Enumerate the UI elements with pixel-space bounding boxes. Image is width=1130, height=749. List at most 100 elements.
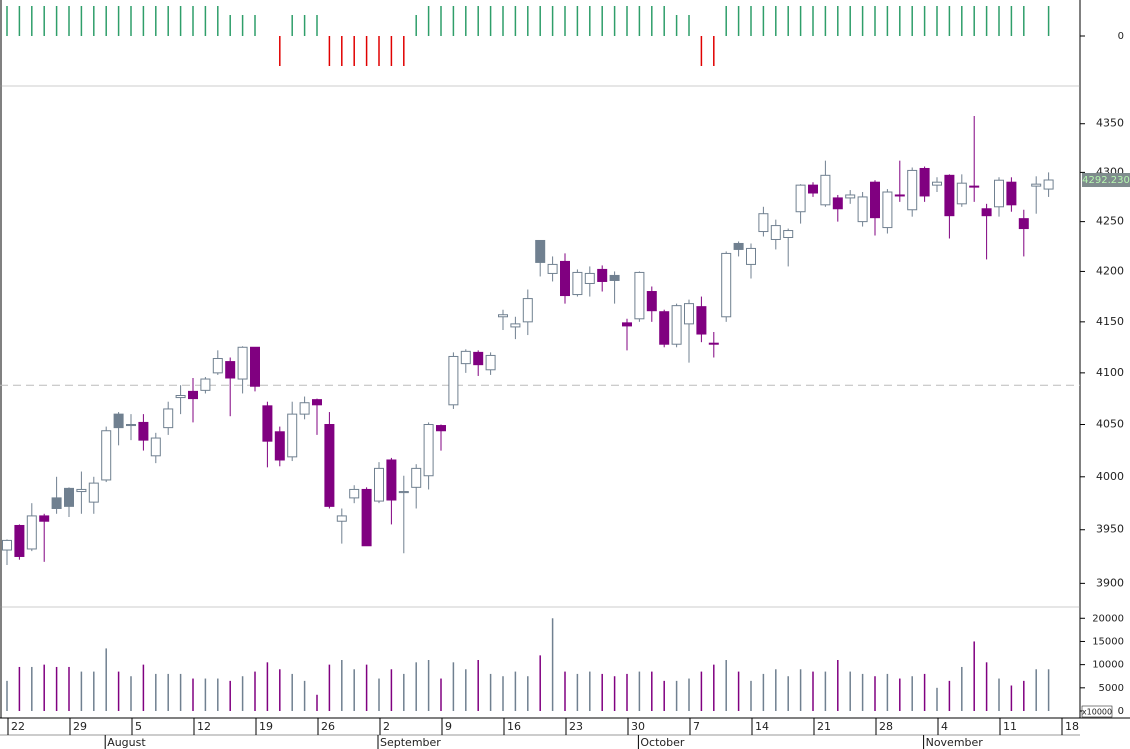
volume-bar	[55, 666, 58, 711]
signal-bar	[837, 6, 839, 36]
candle-body	[448, 355, 459, 406]
y-tick-label: 0	[1118, 31, 1124, 42]
volume-bar	[155, 673, 157, 711]
signal-bar	[502, 6, 504, 36]
signal-bar	[415, 15, 417, 36]
signal-bar	[117, 6, 120, 36]
candle-body	[138, 421, 149, 441]
signal-bar	[353, 36, 355, 66]
signal-bar	[427, 6, 430, 36]
signal-bar	[217, 6, 219, 36]
candle-body	[126, 424, 136, 427]
candle-body	[386, 459, 397, 501]
volume-bar	[1010, 685, 1013, 711]
signal-bar	[514, 6, 517, 36]
signal-bar	[923, 6, 926, 36]
y-tick-label: 5000	[1099, 683, 1124, 694]
candle-body	[758, 213, 769, 233]
volume-bar	[663, 680, 665, 711]
volume-bar	[142, 664, 145, 711]
volume-bar	[861, 673, 864, 711]
signal-bar	[849, 6, 851, 36]
signal-bar	[861, 6, 864, 36]
volume-bar	[651, 671, 653, 711]
signal-bar	[179, 6, 182, 36]
x-tick-label: 11	[1003, 720, 1017, 733]
volume-bar	[923, 673, 926, 711]
candle-body	[498, 314, 508, 318]
signal-bar	[576, 6, 579, 36]
signal-bar	[378, 36, 380, 66]
candle-body	[820, 174, 831, 206]
candle-body	[783, 230, 794, 238]
x-tick-label: 5	[135, 720, 142, 733]
signal-bar	[18, 6, 21, 36]
signal-bar	[155, 6, 157, 36]
volume-bar	[713, 664, 715, 711]
candle-body	[150, 437, 161, 457]
signal-bar	[750, 6, 752, 36]
candle-body	[659, 311, 670, 345]
candle-body	[572, 271, 583, 296]
signal-bar	[737, 6, 740, 36]
volume-bar	[564, 671, 566, 711]
candle-body	[522, 298, 533, 323]
volume-bar	[750, 680, 752, 711]
candle-body	[26, 515, 37, 550]
month-label: October	[640, 736, 684, 749]
volume-bar	[961, 666, 963, 711]
candle-body	[188, 390, 198, 400]
candle-body	[485, 354, 496, 371]
volume-bar	[539, 655, 541, 711]
signal-bar	[68, 6, 70, 36]
signal-bar	[130, 6, 132, 36]
signal-bar	[489, 6, 492, 36]
y-tick-label: 15000	[1092, 636, 1124, 647]
signal-bar	[700, 36, 703, 66]
last-price-tag	[1082, 173, 1130, 188]
candle-body	[1006, 181, 1017, 206]
candle-body	[460, 350, 471, 365]
volume-bar	[812, 671, 814, 711]
candle-body	[832, 197, 843, 210]
candle-body	[770, 225, 781, 240]
candle-body	[894, 194, 905, 197]
signal-bar	[824, 6, 827, 36]
signal-bar	[762, 6, 765, 36]
candle-body	[88, 482, 99, 503]
candle-body	[374, 467, 384, 502]
signal-bar	[229, 15, 231, 36]
candle-body	[882, 191, 893, 229]
candle-body	[870, 181, 880, 219]
signal-bar	[105, 6, 107, 36]
candle-body	[312, 399, 322, 406]
volume-bar	[725, 660, 727, 711]
candle-body	[584, 272, 595, 284]
volume-bar	[886, 673, 889, 711]
signal-bar	[6, 6, 8, 36]
signal-bar	[961, 6, 963, 36]
volume-bar	[105, 648, 107, 711]
signal-bar	[43, 6, 45, 36]
signal-bar	[1047, 6, 1050, 36]
signal-bar	[527, 6, 529, 36]
y-tick-label: 4100	[1096, 366, 1124, 379]
signal-bar	[911, 6, 913, 36]
candle-body	[200, 378, 211, 391]
volume-bar	[316, 694, 318, 711]
volume-bar	[43, 664, 45, 711]
candle-body	[212, 358, 223, 374]
signal-bar	[899, 6, 901, 36]
signal-bar	[279, 36, 281, 66]
candle-body	[274, 431, 285, 461]
volume-bar	[787, 676, 789, 711]
volume-bar	[229, 680, 231, 711]
x-tick-label: 12	[197, 720, 211, 733]
candle-body	[721, 252, 732, 318]
signal-bar	[55, 6, 58, 36]
signal-bar	[291, 15, 293, 36]
unit-box	[1081, 705, 1113, 718]
signal-bar	[1010, 6, 1013, 36]
volume-bar	[80, 671, 83, 711]
